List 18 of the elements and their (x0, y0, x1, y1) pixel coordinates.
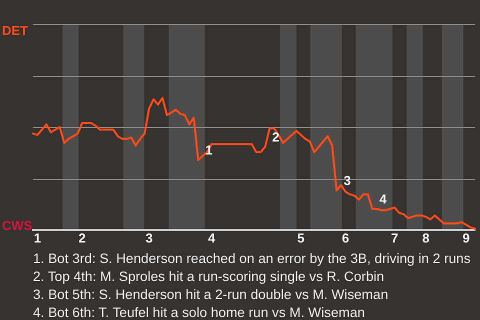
x-tick-label: 8 (422, 230, 430, 246)
text: 2. Top 4th: M. Sproles hit a run-scoring single vs R. Corbin (33, 268, 386, 286)
x-tick-label: 7 (391, 230, 398, 246)
x-tick-label: 5 (297, 230, 304, 246)
x-tick-label: 9 (462, 230, 470, 246)
annotation: 2 (272, 129, 280, 144)
text: 4. Bot 6th: T. Teufel hit a solo home run vs M. Wiseman (33, 304, 366, 320)
annotation: 4 (379, 191, 388, 206)
text: DET (2, 23, 28, 38)
annotation: 3 (344, 172, 351, 188)
x-tick-label: 4 (208, 230, 216, 246)
x-tick-label: 3 (145, 230, 153, 246)
text: 3. Bot 5th: S. Henderson hit a 2-run double vs M. Wiseman (33, 286, 390, 304)
x-tick-label: 1 (34, 230, 42, 246)
x-tick-label: 2 (78, 230, 86, 246)
text: 1. Bot 3rd: S. Henderson reached on an error by the 3B, driving in 2 runs (33, 250, 472, 268)
text: CWS (2, 218, 32, 233)
x-tick-label: 6 (342, 230, 350, 246)
